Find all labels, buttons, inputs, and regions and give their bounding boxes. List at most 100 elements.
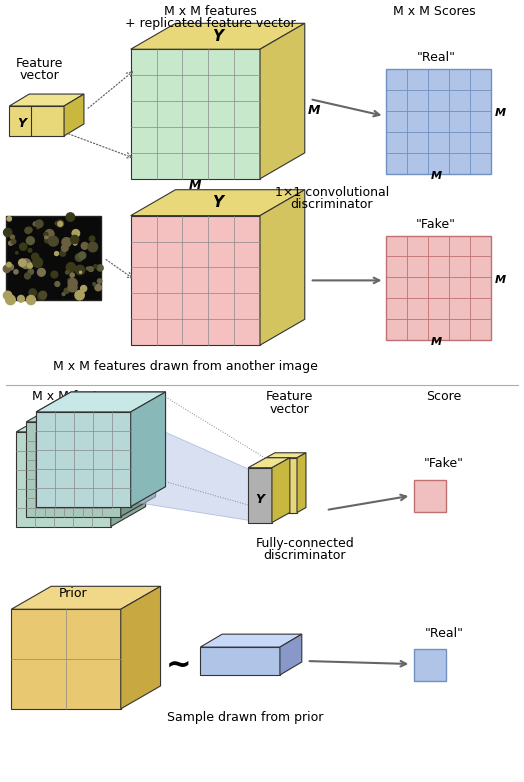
Circle shape (71, 235, 79, 243)
Text: 1×1 convolutional: 1×1 convolutional (275, 185, 389, 199)
Polygon shape (16, 412, 146, 432)
Circle shape (79, 252, 86, 259)
Text: Y: Y (17, 117, 26, 131)
Text: Score: Score (427, 390, 462, 403)
Text: "Real": "Real" (417, 51, 455, 64)
Polygon shape (272, 457, 290, 522)
Circle shape (31, 253, 39, 260)
Polygon shape (386, 235, 491, 340)
Polygon shape (200, 647, 280, 675)
Polygon shape (64, 94, 84, 136)
Circle shape (75, 265, 85, 274)
Circle shape (27, 228, 32, 232)
Text: M x M features drawn from another image: M x M features drawn from another image (53, 360, 318, 373)
Text: vector: vector (19, 69, 59, 82)
Circle shape (90, 267, 94, 271)
Circle shape (70, 273, 74, 278)
Circle shape (95, 285, 102, 291)
Polygon shape (280, 634, 302, 675)
Circle shape (93, 282, 95, 285)
Polygon shape (200, 634, 302, 647)
Circle shape (97, 279, 102, 283)
Polygon shape (130, 216, 260, 345)
Text: Feature: Feature (16, 57, 63, 70)
Polygon shape (260, 190, 305, 345)
Circle shape (29, 289, 36, 296)
Circle shape (27, 263, 32, 268)
Circle shape (6, 295, 15, 305)
Text: M: M (495, 275, 506, 285)
Circle shape (66, 213, 74, 221)
Circle shape (81, 285, 86, 292)
Polygon shape (386, 69, 491, 174)
Text: M: M (431, 337, 442, 347)
Polygon shape (9, 106, 64, 136)
Circle shape (62, 238, 71, 247)
Polygon shape (6, 216, 101, 300)
Polygon shape (111, 412, 146, 526)
Text: "Real": "Real" (424, 627, 464, 640)
Circle shape (26, 237, 34, 245)
Polygon shape (16, 432, 111, 526)
Polygon shape (121, 402, 156, 517)
Circle shape (37, 227, 39, 229)
Circle shape (3, 291, 12, 300)
Circle shape (55, 282, 60, 286)
Circle shape (97, 265, 103, 271)
Circle shape (56, 221, 59, 225)
Text: (see Figure 1): (see Figure 1) (48, 403, 134, 416)
Circle shape (51, 271, 58, 278)
Circle shape (30, 297, 33, 300)
Text: M x M features: M x M features (164, 5, 257, 18)
Circle shape (39, 291, 47, 299)
Circle shape (4, 228, 12, 237)
Text: M: M (308, 104, 320, 117)
Circle shape (10, 235, 15, 239)
Circle shape (25, 228, 31, 234)
Text: vector: vector (270, 403, 310, 416)
Polygon shape (26, 402, 156, 422)
Circle shape (48, 236, 58, 246)
Circle shape (18, 296, 24, 302)
Circle shape (94, 265, 97, 268)
Polygon shape (130, 23, 305, 49)
Circle shape (72, 230, 80, 237)
Text: M: M (495, 108, 506, 118)
Polygon shape (260, 23, 305, 179)
Circle shape (8, 241, 13, 246)
Text: ~: ~ (166, 651, 191, 680)
Circle shape (97, 285, 99, 287)
Circle shape (75, 290, 84, 300)
Circle shape (19, 243, 27, 250)
Polygon shape (9, 94, 84, 106)
Polygon shape (130, 417, 250, 521)
Circle shape (57, 220, 63, 227)
Circle shape (31, 239, 34, 242)
Circle shape (33, 222, 37, 226)
Circle shape (8, 264, 14, 270)
Polygon shape (26, 422, 121, 517)
Circle shape (28, 269, 34, 274)
Text: discriminator: discriminator (264, 550, 346, 562)
Circle shape (60, 250, 66, 256)
Polygon shape (36, 412, 130, 507)
Polygon shape (130, 190, 305, 216)
Polygon shape (130, 49, 260, 179)
Circle shape (88, 267, 93, 271)
Circle shape (68, 278, 77, 288)
Circle shape (26, 296, 36, 304)
Polygon shape (130, 392, 166, 507)
Circle shape (45, 230, 54, 239)
Circle shape (19, 259, 26, 267)
Circle shape (75, 253, 83, 261)
Circle shape (54, 252, 59, 256)
Text: Fully-connected: Fully-connected (255, 537, 354, 551)
Polygon shape (36, 412, 130, 507)
Text: Sample drawn from prior: Sample drawn from prior (167, 711, 323, 724)
Polygon shape (266, 453, 306, 457)
Circle shape (90, 236, 95, 242)
Circle shape (66, 271, 69, 274)
Circle shape (64, 289, 69, 293)
Polygon shape (414, 649, 446, 681)
Text: M x M Scores: M x M Scores (393, 5, 475, 18)
